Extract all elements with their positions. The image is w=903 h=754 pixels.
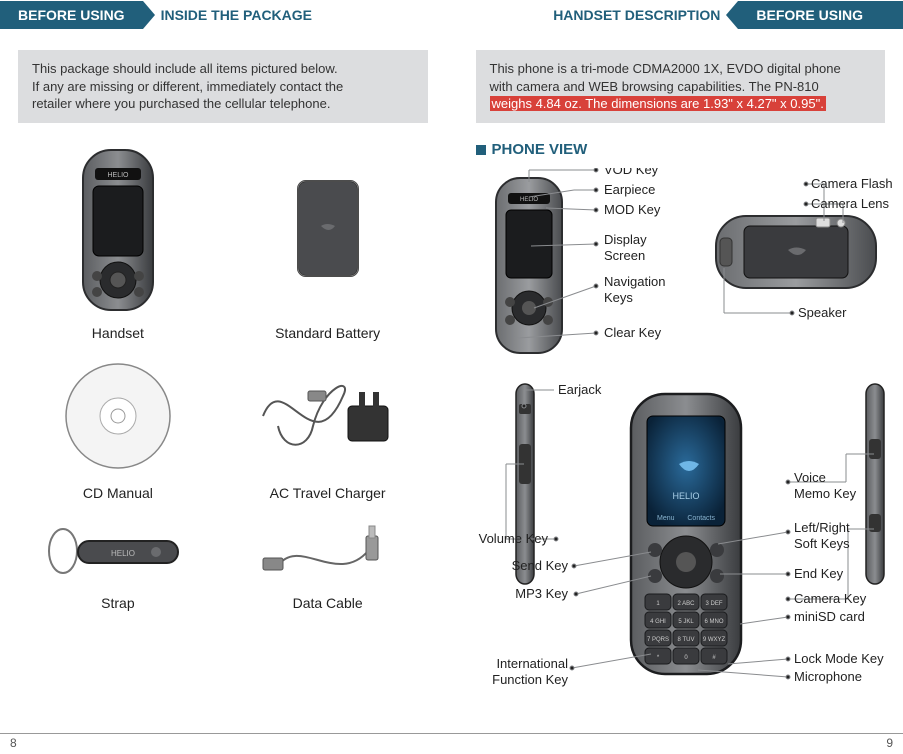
svg-text:4 GHI: 4 GHI [650,619,666,625]
page-number-left: 8 [10,736,17,750]
label-mod: MOD Key [604,202,661,217]
label-nav-2: Keys [604,290,633,305]
charger-icon [253,356,403,476]
cd-icon [58,356,178,476]
svg-text:HELIO: HELIO [107,172,129,179]
label-mic: Microphone [794,669,862,684]
pkg-charger-label: AC Travel Charger [228,485,428,501]
phone-view-top: HELIO VOD Key [476,168,886,368]
tab-before-using-right: BEFORE USING [738,1,903,29]
footer-rule-left [0,733,452,734]
pkg-battery-label: Standard Battery [228,325,428,341]
label-end: End Key [794,566,844,581]
svg-text:7 PQRS: 7 PQRS [646,637,668,643]
tab-handset-description: HANDSET DESCRIPTION [535,1,738,29]
label-volume: Volume Key [478,531,548,546]
left-header: BEFORE USING INSIDE THE PACKAGE [0,0,446,30]
page-number-right: 9 [886,736,893,750]
label-voice-2: Memo Key [794,486,857,501]
label-intl-2: Function Key [492,672,568,687]
pkg-battery: Standard Battery [228,141,428,341]
phone-view-title: PHONE VIEW [476,141,886,158]
pkg-handset: HELIO Handset [18,141,218,341]
label-speaker: Speaker [798,305,847,320]
label-earjack: Earjack [558,382,602,397]
label-voice-1: Voice [794,470,826,485]
label-display-2: Screen [604,248,645,263]
svg-text:HELIO: HELIO [111,549,135,558]
notice-highlight: weighs 4.84 oz. The dimensions are 1.93"… [490,96,826,111]
package-grid: HELIO Handset [18,141,428,611]
right-header: HANDSET DESCRIPTION BEFORE USING [458,0,903,30]
pkg-strap: HELIO Strap [18,511,218,611]
pkg-strap-label: Strap [18,595,218,611]
left-notice: This package should include all items pi… [18,50,428,123]
svg-text:Contacts: Contacts [687,515,715,522]
pkg-cd-label: CD Manual [18,485,218,501]
tab-before-using-left: BEFORE USING [0,1,143,29]
right-notice: This phone is a tri-mode CDMA2000 1X, EV… [476,50,886,123]
svg-text:3 DEF: 3 DEF [705,601,722,607]
label-soft-1: Left/Right [794,520,850,535]
svg-text:Menu: Menu [657,515,675,522]
square-bullet-icon [476,145,486,155]
pkg-cd: CD Manual [18,351,218,501]
pkg-cable: Data Cable [228,511,428,611]
label-send: Send Key [511,558,568,573]
label-camera: Camera Key [794,591,867,606]
label-nav-1: Navigation [604,274,665,289]
phone-view-bottom: HELIO Menu Contacts [476,374,886,704]
label-vod: VOD Key [604,168,659,177]
pkg-cable-label: Data Cable [228,595,428,611]
label-soft-2: Soft Keys [794,536,850,551]
label-lens: Camera Lens [811,196,890,211]
label-clear: Clear Key [604,325,662,340]
svg-text:2 ABC: 2 ABC [677,601,695,607]
strap-icon: HELIO [38,516,198,586]
tab-inside-package: INSIDE THE PACKAGE [143,1,330,29]
label-minisd: miniSD card [794,609,865,624]
battery-icon [283,171,373,291]
svg-text:HELIO: HELIO [519,197,537,203]
label-earpiece: Earpiece [604,182,655,197]
svg-text:6 MNO: 6 MNO [704,619,723,625]
handset-icon: HELIO [73,146,163,316]
notice-line1: This phone is a tri-mode CDMA2000 1X, EV… [490,61,841,76]
pkg-charger: AC Travel Charger [228,351,428,501]
label-flash: Camera Flash [811,176,893,191]
footer-rule-right [452,733,903,734]
pkg-handset-label: Handset [18,325,218,341]
svg-text:8 TUV: 8 TUV [677,637,694,643]
svg-text:HELIO: HELIO [672,491,699,501]
cable-icon [248,516,408,586]
left-page: BEFORE USING INSIDE THE PACKAGE This pac… [0,0,452,754]
label-lock: Lock Mode Key [794,651,884,666]
svg-text:9 WXYZ: 9 WXYZ [702,637,725,643]
label-display-1: Display [604,232,647,247]
label-intl-1: International [496,656,568,671]
right-page: HANDSET DESCRIPTION BEFORE USING This ph… [452,0,903,754]
notice-line2: with camera and WEB browsing capabilitie… [490,79,819,94]
svg-text:5 JKL: 5 JKL [678,619,694,625]
label-mp3: MP3 Key [515,586,568,601]
